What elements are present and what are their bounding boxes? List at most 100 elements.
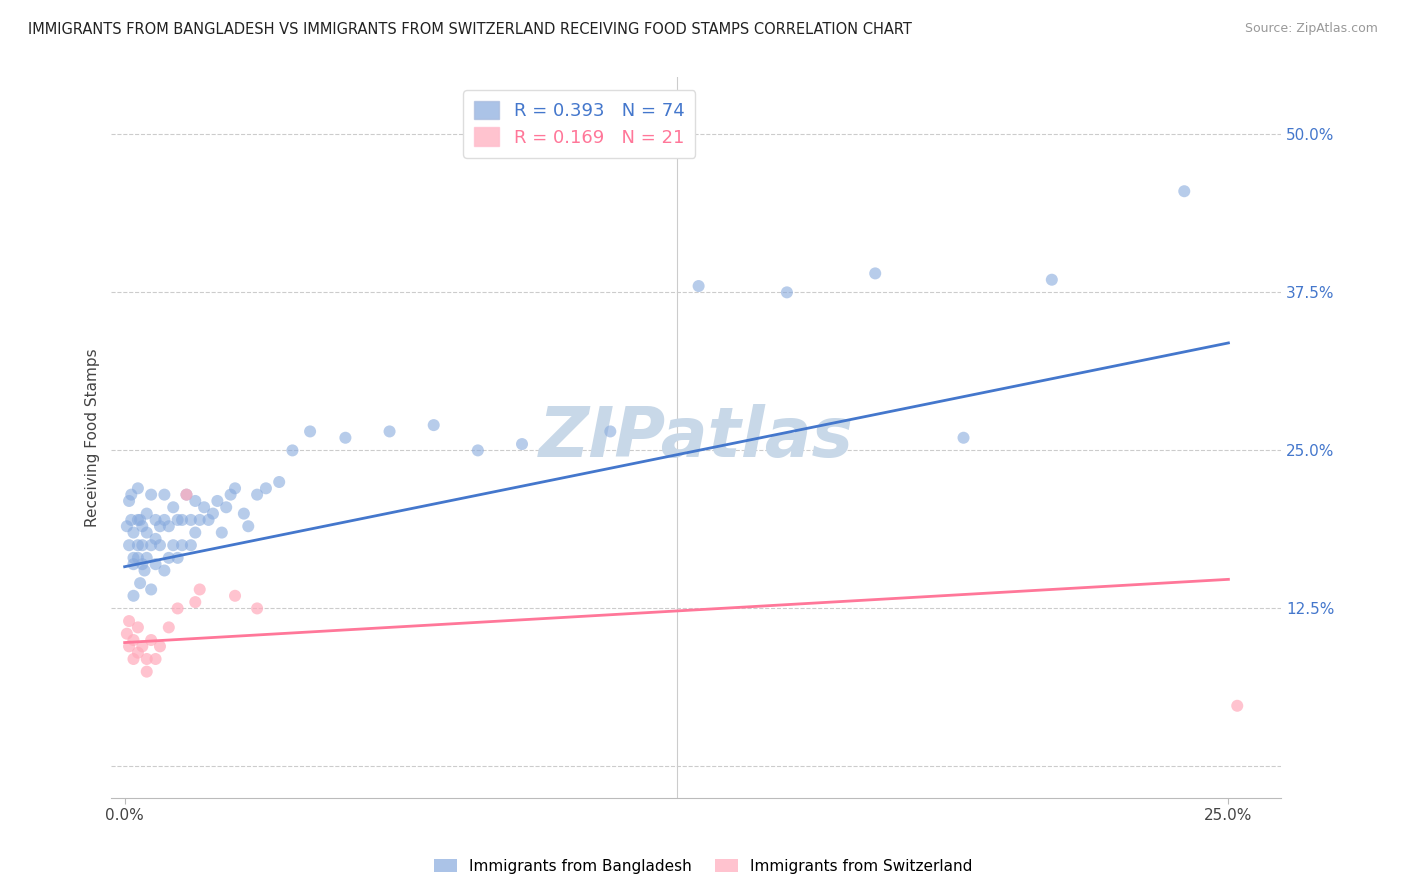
Point [145,557,167,571]
Point [127,481,149,495]
Text: IMMIGRANTS FROM BANGLADESH VS IMMIGRANTS FROM SWITZERLAND RECEIVING FOOD STAMPS : IMMIGRANTS FROM BANGLADESH VS IMMIGRANTS… [28,22,912,37]
Point [127,513,149,527]
Point [149,640,172,654]
Point [952,431,974,445]
Point [1226,698,1249,713]
Point [131,640,153,654]
Legend: R = 0.393   N = 74, R = 0.169   N = 21: R = 0.393 N = 74, R = 0.169 N = 21 [464,90,696,158]
Point [118,494,141,508]
Point [134,564,156,578]
Point [197,513,219,527]
Point [149,519,172,533]
Point [207,494,229,508]
Point [157,550,180,565]
Point [281,443,304,458]
Point [166,513,188,527]
Point [510,437,533,451]
Point [122,633,145,648]
Point [129,576,152,591]
Point [122,589,145,603]
Point [120,513,142,527]
Point [211,525,233,540]
Point [184,525,207,540]
Point [232,507,254,521]
Point [127,550,149,565]
Point [145,532,167,546]
Point [135,652,157,666]
Point [122,550,145,565]
Point [378,425,401,439]
Point [118,614,141,628]
Point [254,481,277,495]
Point [188,513,211,527]
Point [246,601,269,615]
Point [145,652,167,666]
Point [131,538,153,552]
Point [135,525,157,540]
Point [215,500,238,515]
Point [118,538,141,552]
Point [127,538,149,552]
Point [135,550,157,565]
Point [335,431,357,445]
Point [166,550,188,565]
Point [193,500,215,515]
Point [219,488,242,502]
Point [188,582,211,597]
Point [135,507,157,521]
Point [863,267,886,281]
Point [131,557,153,571]
Point [269,475,291,489]
Point [120,488,142,502]
Point [1173,184,1195,198]
Point [122,557,145,571]
Point [135,665,157,679]
Text: ZIPatlas: ZIPatlas [538,404,853,471]
Point [122,652,145,666]
Point [115,626,138,640]
Point [422,418,444,433]
Point [141,488,163,502]
Point [201,507,224,521]
Point [176,488,198,502]
Point [224,589,246,603]
Point [129,513,152,527]
Point [162,500,184,515]
Point [157,519,180,533]
Point [153,513,176,527]
Point [180,513,202,527]
Point [141,582,163,597]
Point [184,494,207,508]
Point [145,513,167,527]
Point [180,538,202,552]
Point [238,519,260,533]
Point [166,601,188,615]
Point [157,620,180,634]
Point [246,488,269,502]
Point [224,481,246,495]
Point [170,538,193,552]
Point [184,595,207,609]
Point [153,564,176,578]
Point [115,519,138,533]
Point [127,646,149,660]
Point [131,519,153,533]
Point [688,279,710,293]
Point [118,640,141,654]
Text: Source: ZipAtlas.com: Source: ZipAtlas.com [1244,22,1378,36]
Point [176,488,198,502]
Point [122,525,145,540]
Point [599,425,621,439]
Point [776,285,799,300]
Point [1040,273,1063,287]
Point [162,538,184,552]
Point [153,488,176,502]
Legend: Immigrants from Bangladesh, Immigrants from Switzerland: Immigrants from Bangladesh, Immigrants f… [427,853,979,880]
Point [127,620,149,634]
Point [170,513,193,527]
Point [141,633,163,648]
Point [299,425,322,439]
Point [467,443,489,458]
Point [149,538,172,552]
Y-axis label: Receiving Food Stamps: Receiving Food Stamps [86,349,100,527]
